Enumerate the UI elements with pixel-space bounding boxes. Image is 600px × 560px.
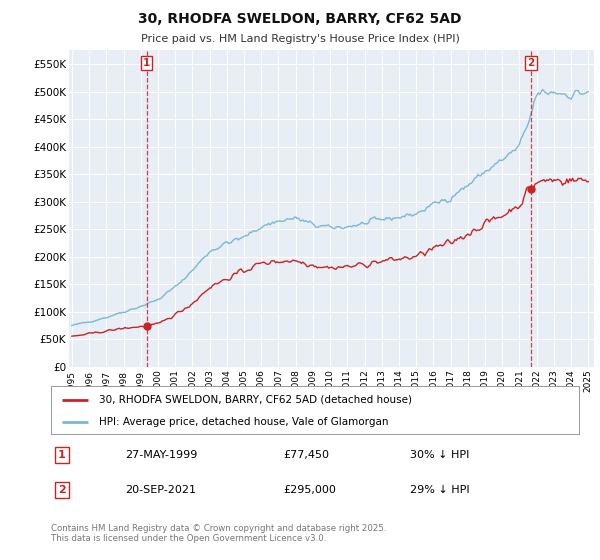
Text: 30, RHODFA SWELDON, BARRY, CF62 5AD (detached house): 30, RHODFA SWELDON, BARRY, CF62 5AD (det… <box>98 395 412 405</box>
Text: HPI: Average price, detached house, Vale of Glamorgan: HPI: Average price, detached house, Vale… <box>98 417 388 427</box>
Text: 1: 1 <box>58 450 65 460</box>
Text: 20-SEP-2021: 20-SEP-2021 <box>125 485 196 495</box>
Text: 30% ↓ HPI: 30% ↓ HPI <box>410 450 469 460</box>
Text: 30, RHODFA SWELDON, BARRY, CF62 5AD: 30, RHODFA SWELDON, BARRY, CF62 5AD <box>138 12 462 26</box>
Text: 1: 1 <box>143 58 150 68</box>
Text: Contains HM Land Registry data © Crown copyright and database right 2025.
This d: Contains HM Land Registry data © Crown c… <box>51 524 386 543</box>
Text: 29% ↓ HPI: 29% ↓ HPI <box>410 485 470 495</box>
Text: 27-MAY-1999: 27-MAY-1999 <box>125 450 197 460</box>
Text: 2: 2 <box>527 58 535 68</box>
Text: £77,450: £77,450 <box>283 450 329 460</box>
Text: 2: 2 <box>58 485 65 495</box>
Text: £295,000: £295,000 <box>283 485 336 495</box>
Text: Price paid vs. HM Land Registry's House Price Index (HPI): Price paid vs. HM Land Registry's House … <box>140 34 460 44</box>
